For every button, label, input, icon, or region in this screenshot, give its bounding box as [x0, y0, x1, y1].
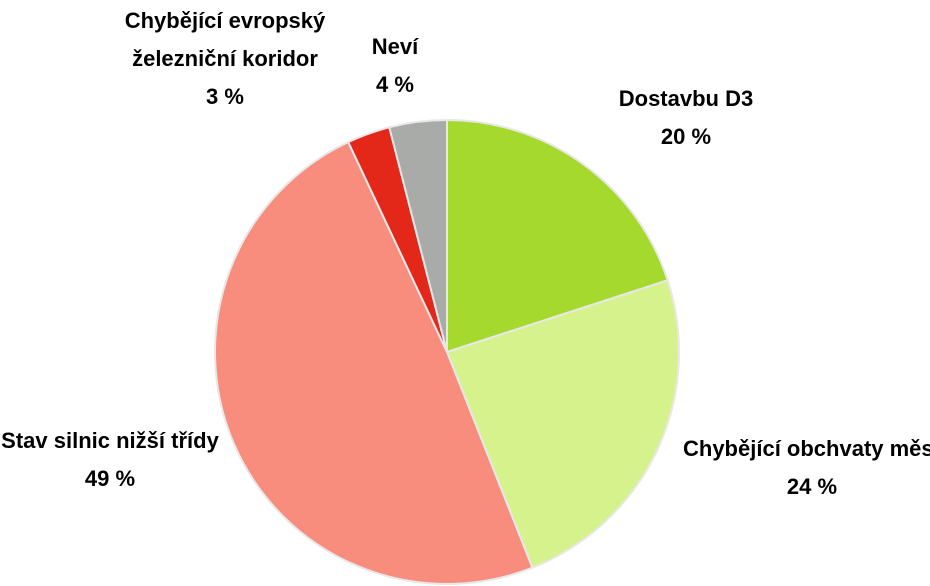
- category-label: Chybějící obchvaty měst: [683, 436, 930, 461]
- data-label: Stav silnic nižší třídy 49 %: [0, 422, 225, 498]
- pie-slice: [446, 118, 669, 354]
- data-label: Chybějící evropský železniční koridor 3 %: [75, 2, 375, 116]
- value-label: 20 %: [660, 124, 712, 149]
- category-label: Neví: [371, 34, 419, 59]
- pie-slice: [213, 140, 534, 586]
- pie-slice: [388, 118, 448, 353]
- category-label: Stav silnic nižší třídy: [1, 428, 219, 453]
- value-label: 24 %: [786, 474, 838, 499]
- data-label: Dostavbu D3 20 %: [576, 80, 796, 156]
- data-label: Neví 4 %: [355, 28, 435, 104]
- category-label: Dostavbu D3: [618, 86, 754, 111]
- category-label: Chybějící evropský železniční koridor: [124, 8, 326, 71]
- value-label: 4 %: [376, 72, 414, 97]
- data-label: Chybějící obchvaty měst 24 %: [672, 430, 930, 506]
- value-label: 49 %: [84, 466, 136, 491]
- value-label: 3 %: [206, 84, 244, 109]
